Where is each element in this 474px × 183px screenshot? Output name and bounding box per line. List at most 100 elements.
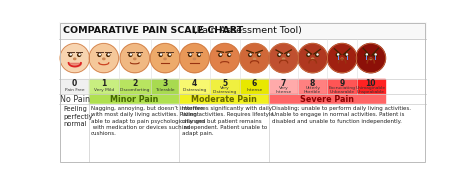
Circle shape bbox=[337, 54, 338, 55]
Text: (Pain Assessment Tool): (Pain Assessment Tool) bbox=[190, 26, 302, 35]
Text: Discomforting: Discomforting bbox=[119, 88, 150, 92]
Circle shape bbox=[279, 54, 280, 55]
Circle shape bbox=[374, 53, 377, 56]
Text: Very
Intense: Very Intense bbox=[275, 86, 292, 94]
Ellipse shape bbox=[370, 58, 372, 60]
Circle shape bbox=[259, 54, 260, 55]
Circle shape bbox=[249, 53, 252, 56]
Circle shape bbox=[269, 44, 298, 73]
Text: No Pain: No Pain bbox=[60, 95, 90, 104]
Bar bbox=[240, 79, 269, 94]
Ellipse shape bbox=[73, 58, 76, 60]
Text: 4: 4 bbox=[192, 79, 197, 88]
Text: Pain Free: Pain Free bbox=[65, 88, 84, 92]
Bar bbox=[119, 79, 151, 94]
Circle shape bbox=[79, 54, 80, 55]
Circle shape bbox=[139, 54, 140, 55]
Text: Distressing: Distressing bbox=[182, 88, 207, 92]
Text: 1: 1 bbox=[101, 79, 107, 88]
Circle shape bbox=[220, 54, 221, 55]
Circle shape bbox=[98, 53, 101, 56]
Circle shape bbox=[199, 54, 200, 55]
Text: Nagging, annoying, but doesn’t interfere
with most daily living activities. Pati: Nagging, annoying, but doesn’t interfere… bbox=[91, 106, 205, 137]
Circle shape bbox=[108, 54, 109, 55]
Text: COMPARATIVE PAIN SCALE CHART: COMPARATIVE PAIN SCALE CHART bbox=[63, 26, 243, 35]
Circle shape bbox=[189, 53, 191, 56]
Circle shape bbox=[346, 54, 347, 55]
Text: 8: 8 bbox=[310, 79, 315, 88]
Circle shape bbox=[130, 54, 131, 55]
Circle shape bbox=[78, 53, 81, 56]
Circle shape bbox=[120, 44, 149, 73]
Circle shape bbox=[317, 54, 318, 55]
Text: Tolerable: Tolerable bbox=[155, 88, 175, 92]
Bar bbox=[89, 94, 179, 104]
Bar bbox=[59, 39, 427, 79]
Circle shape bbox=[129, 53, 132, 56]
Text: Disabling; unable to perform daily living activities.
Unable to engage in normal: Disabling; unable to perform daily livin… bbox=[273, 106, 411, 124]
Bar bbox=[210, 79, 240, 94]
Bar bbox=[298, 79, 328, 94]
Circle shape bbox=[316, 53, 319, 56]
Circle shape bbox=[150, 44, 180, 73]
Bar bbox=[59, 22, 427, 39]
Bar bbox=[328, 79, 357, 94]
Text: Excruciating
Unbearable: Excruciating Unbearable bbox=[328, 86, 356, 94]
Text: Intense: Intense bbox=[246, 88, 263, 92]
Text: 10: 10 bbox=[365, 79, 376, 88]
Text: Moderate Pain: Moderate Pain bbox=[191, 95, 257, 104]
Ellipse shape bbox=[134, 58, 136, 60]
Text: Unimaginable
Unspeakable: Unimaginable Unspeakable bbox=[356, 86, 386, 94]
Text: 9: 9 bbox=[339, 79, 345, 88]
Circle shape bbox=[366, 54, 367, 55]
Circle shape bbox=[240, 44, 269, 73]
Circle shape bbox=[328, 44, 357, 73]
Circle shape bbox=[69, 53, 72, 56]
Circle shape bbox=[107, 53, 109, 56]
Circle shape bbox=[288, 54, 289, 55]
Bar bbox=[89, 79, 119, 94]
Ellipse shape bbox=[103, 58, 105, 60]
Circle shape bbox=[89, 44, 118, 73]
Bar bbox=[59, 104, 427, 163]
Ellipse shape bbox=[283, 58, 285, 60]
Circle shape bbox=[298, 44, 328, 73]
Bar bbox=[179, 94, 269, 104]
Circle shape bbox=[257, 53, 260, 56]
Ellipse shape bbox=[164, 58, 166, 60]
Circle shape bbox=[278, 53, 281, 56]
Circle shape bbox=[229, 54, 230, 55]
Circle shape bbox=[375, 54, 376, 55]
Ellipse shape bbox=[224, 58, 226, 60]
Circle shape bbox=[307, 53, 310, 56]
Circle shape bbox=[336, 53, 339, 56]
Ellipse shape bbox=[193, 58, 196, 60]
Circle shape bbox=[308, 54, 309, 55]
Text: Interferes significantly with daily
living activities. Requires lifestyle
change: Interferes significantly with daily livi… bbox=[182, 106, 273, 137]
Text: Severe Pain: Severe Pain bbox=[300, 95, 354, 104]
Bar bbox=[179, 79, 210, 94]
Bar bbox=[61, 94, 89, 104]
Bar bbox=[269, 94, 385, 104]
Circle shape bbox=[70, 54, 71, 55]
Text: Minor Pain: Minor Pain bbox=[110, 95, 158, 104]
Ellipse shape bbox=[311, 58, 314, 60]
Circle shape bbox=[138, 53, 141, 56]
Bar bbox=[151, 79, 179, 94]
Circle shape bbox=[169, 54, 171, 55]
Text: 2: 2 bbox=[132, 79, 137, 88]
Text: 7: 7 bbox=[281, 79, 286, 88]
Circle shape bbox=[228, 53, 231, 56]
Text: 5: 5 bbox=[222, 79, 227, 88]
Circle shape bbox=[365, 53, 368, 56]
Circle shape bbox=[190, 54, 191, 55]
Circle shape bbox=[250, 54, 251, 55]
Text: Very
Distressing: Very Distressing bbox=[212, 86, 237, 94]
Text: 0: 0 bbox=[72, 79, 77, 88]
Circle shape bbox=[60, 44, 90, 73]
Circle shape bbox=[161, 54, 162, 55]
Text: 3: 3 bbox=[163, 79, 168, 88]
Text: Utterly
Horrible: Utterly Horrible bbox=[304, 86, 321, 94]
Circle shape bbox=[198, 53, 201, 56]
Text: Very Mild: Very Mild bbox=[94, 88, 114, 92]
